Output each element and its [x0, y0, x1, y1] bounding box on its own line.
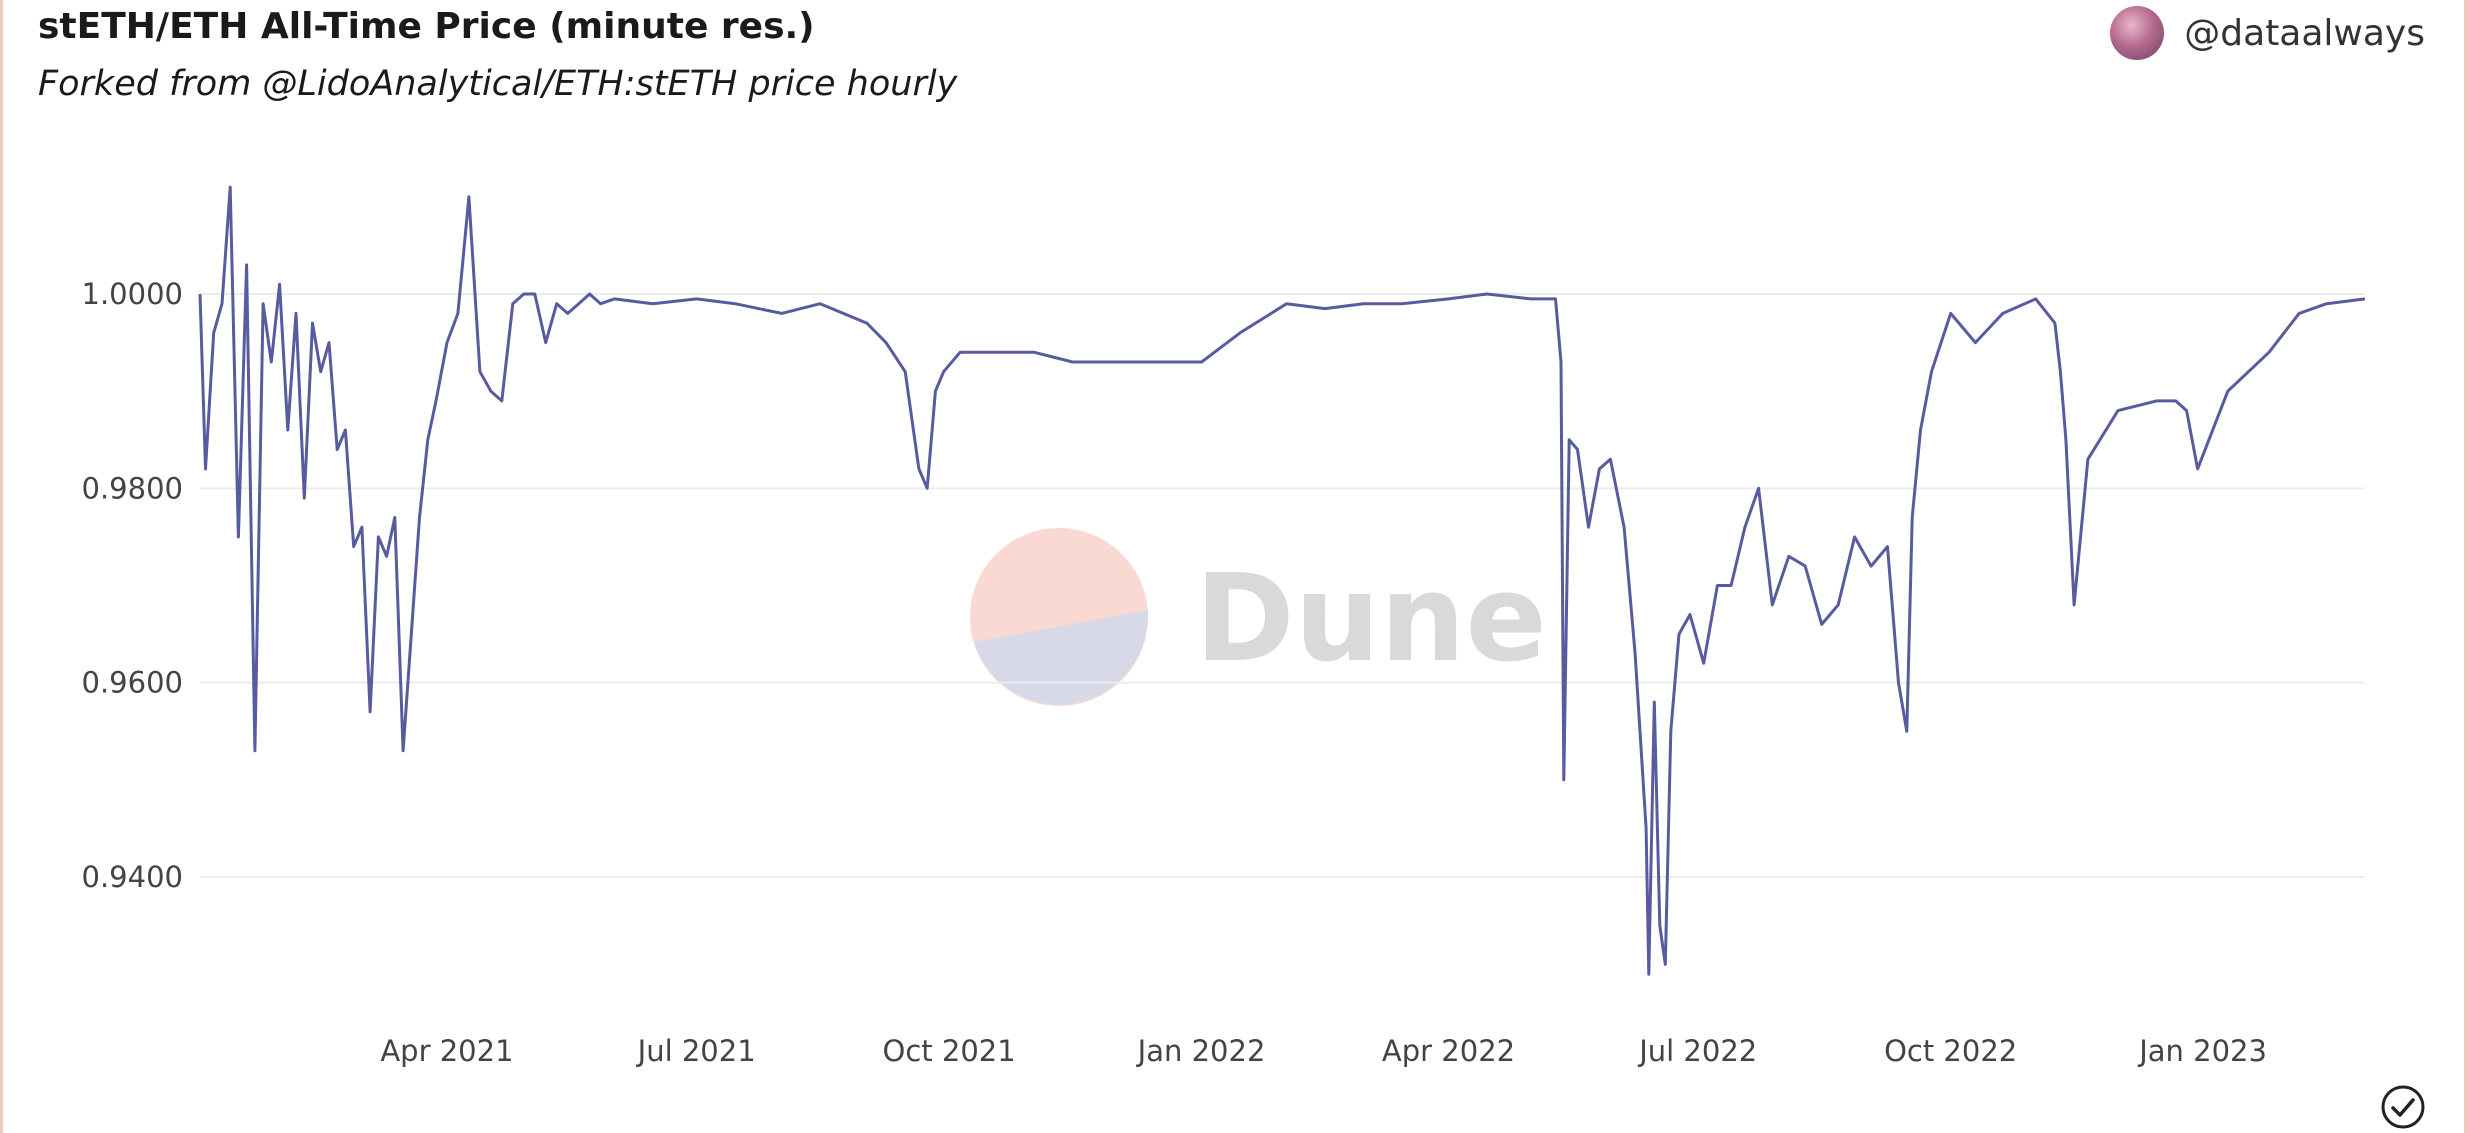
y-axis-ticks: 0.9400 0.9600 0.9800 1.0000: [82, 277, 183, 894]
x-axis-ticks: Apr 2021 Jul 2021 Oct 2021 Jan 2022 Apr 2022…: [380, 1034, 2267, 1068]
x-tick-label: Oct 2021: [883, 1034, 1016, 1068]
x-tick-label: Jan 2022: [1136, 1034, 1266, 1068]
author-badge[interactable]: @dataalways: [2110, 6, 2425, 60]
user-avatar[interactable]: [2110, 6, 2165, 60]
x-tick-label: Oct 2022: [1884, 1034, 2017, 1068]
y-tick-label: 1.0000: [82, 277, 183, 311]
y-tick-label: 0.9600: [82, 666, 183, 700]
x-tick-label: Jul 2021: [636, 1034, 756, 1068]
dune-watermark: Dune: [970, 528, 1547, 706]
y-tick-label: 0.9800: [82, 471, 183, 505]
chart-title: stETH/ETH All-Time Price (minute res.): [38, 6, 815, 47]
x-tick-label: Apr 2021: [380, 1034, 513, 1068]
x-tick-label: Jan 2023: [2137, 1034, 2267, 1068]
chart-subtitle[interactable]: Forked from @LidoAnalytical/ETH:stETH pr…: [38, 64, 958, 104]
author-handle[interactable]: @dataalways: [2184, 12, 2425, 54]
x-tick-label: Jul 2022: [1637, 1034, 1757, 1068]
y-gridlines: [200, 293, 2365, 878]
x-tick-label: Apr 2022: [1382, 1034, 1515, 1068]
y-tick-label: 0.9400: [82, 860, 183, 894]
check-circle-icon[interactable]: [2379, 1083, 2427, 1131]
price-series: [198, 185, 2366, 976]
watermark-text: Dune: [1195, 550, 1547, 689]
watermark-logo-bottom: [974, 610, 1148, 705]
price-line: [198, 185, 2366, 976]
